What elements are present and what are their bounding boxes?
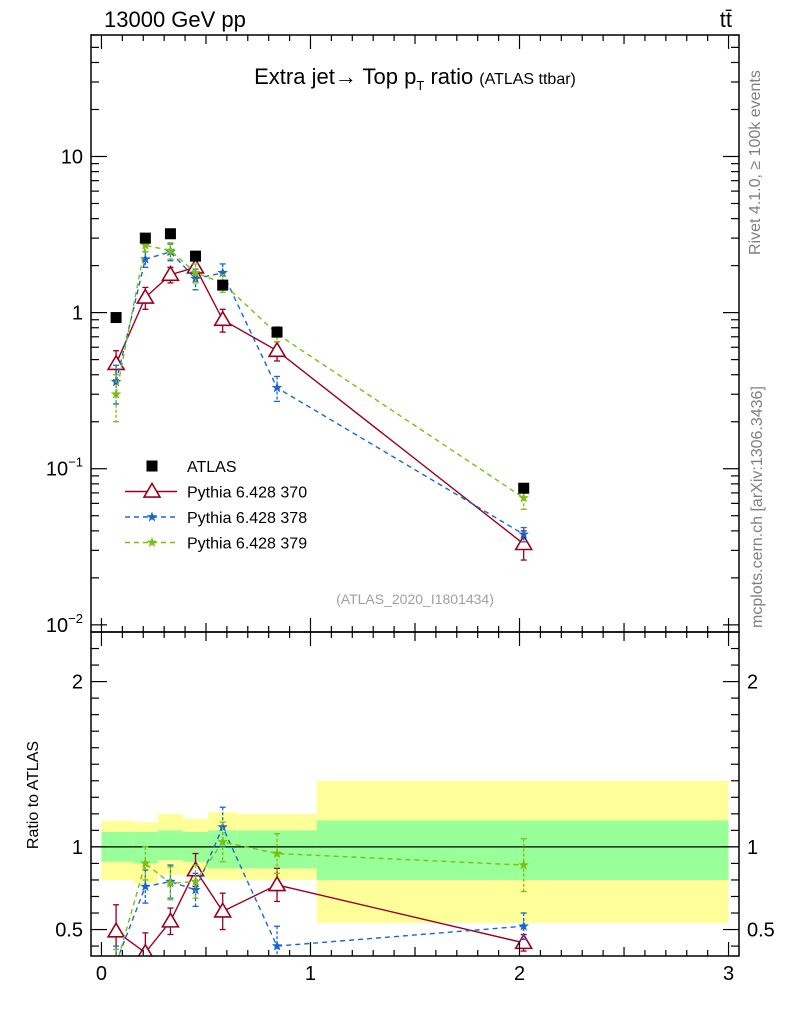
data-point <box>518 859 529 870</box>
x-tick-label: 3 <box>723 963 734 985</box>
legend-label: Pythia 6.428 370 <box>187 485 307 502</box>
mcplots-label: mcplots.cern.ch [arXiv:1306.3436] <box>749 386 766 628</box>
data-point <box>518 920 529 931</box>
data-point <box>213 310 233 327</box>
main-plot-data <box>106 228 534 561</box>
legend-marker <box>142 481 162 498</box>
data-point <box>140 881 151 892</box>
y-tick-label: 10 <box>61 146 83 168</box>
y-tick-label: 10−1 <box>46 455 83 481</box>
series-line <box>115 244 525 499</box>
data-point <box>190 884 201 895</box>
ratio-series <box>106 806 534 970</box>
ratio-y-tick-label-right: 1 <box>747 837 758 859</box>
data-point <box>190 250 202 262</box>
data-point <box>161 911 180 928</box>
data-point <box>135 287 155 304</box>
legend-entry: ATLAS <box>146 459 237 476</box>
uncertainty-band-inner <box>157 830 183 861</box>
ratio-y-tick-label: 0.5 <box>55 920 83 942</box>
data-point <box>164 228 176 240</box>
data-point <box>271 848 283 858</box>
data-point <box>190 267 201 278</box>
uncertainty-band-inner <box>316 820 729 880</box>
legend-label: ATLAS <box>187 459 237 476</box>
series-pythia-6-428-370 <box>106 257 534 561</box>
data-point <box>106 921 126 938</box>
data-point <box>267 341 287 358</box>
data-point <box>111 960 121 970</box>
data-point <box>271 382 283 393</box>
ratio-y-tick-label-right: 0.5 <box>747 920 775 942</box>
ratio-y-axis-label: Ratio to ATLAS <box>25 741 42 849</box>
y-tick-label: 1 <box>72 303 83 325</box>
series-pythia-6-428-378 <box>110 243 529 543</box>
main-plot-panel: 10 1 10−1 10−2 Extra jet→ Top pT ratio (ATLA… <box>46 34 740 637</box>
data-point <box>217 279 229 291</box>
data-point <box>161 265 180 282</box>
data-point <box>190 273 201 284</box>
data-point <box>165 877 176 888</box>
energy-label: 13000 GeV pp <box>104 7 246 32</box>
data-point <box>514 534 534 551</box>
legend: ATLAS Pythia 6.428 370 Pythia 6.428 378 Pyt… <box>125 459 307 553</box>
data-point <box>217 836 228 847</box>
main-plot-title: Extra jet→ Top pT ratio (ATLAS ttbar) <box>254 64 576 93</box>
rivet-version-label: Rivet 4.1.0, ≥ 100k events <box>747 70 764 255</box>
data-point <box>518 482 530 494</box>
legend-entry: Pythia 6.428 378 <box>125 510 307 527</box>
data-point <box>140 253 151 264</box>
x-tick-label: 1 <box>305 963 316 985</box>
series-line <box>115 251 525 535</box>
data-point <box>267 875 287 892</box>
data-point <box>140 239 151 250</box>
analysis-tag: (ATLAS_2020_I1801434) <box>336 591 494 607</box>
y-tick-label: 10−2 <box>46 611 83 637</box>
data-point <box>110 312 122 324</box>
process-label: tt̄ <box>720 7 732 32</box>
legend-entry: Pythia 6.428 370 <box>125 481 307 502</box>
x-tick-label: 2 <box>514 963 525 985</box>
ratio-y-tick-label: 2 <box>72 672 83 694</box>
data-point <box>190 876 201 887</box>
legend-marker <box>146 511 158 522</box>
legend-label: Pythia 6.428 378 <box>187 510 307 527</box>
legend-marker <box>146 460 158 472</box>
data-point <box>271 940 283 951</box>
data-point <box>111 957 121 967</box>
data-point <box>165 244 176 255</box>
legend-entry: Pythia 6.428 379 <box>125 536 307 553</box>
ratio-y-tick-label-right: 2 <box>747 672 758 694</box>
data-point <box>518 492 529 503</box>
data-point <box>217 821 228 832</box>
x-tick-label: 0 <box>96 963 107 985</box>
data-point <box>518 528 529 539</box>
legend-marker <box>146 537 158 547</box>
data-point <box>110 388 122 399</box>
ratio-plot-panel: 0.5 0.5 1 1 2 2 0 1 2 3 Ratio to ATLAS <box>25 631 775 985</box>
ratio-plot-data <box>91 780 739 970</box>
ratio-y-tick-label: 1 <box>72 837 83 859</box>
ratio-series-pythia-6-428-379 <box>111 821 529 970</box>
ratio-plot-axes: 0.5 0.5 1 1 2 2 0 1 2 3 <box>55 632 775 985</box>
data-point <box>213 901 233 918</box>
data-point <box>139 232 151 244</box>
main-plot-axes: 10 1 10−1 10−2 <box>46 34 739 637</box>
data-point <box>140 857 151 868</box>
data-point <box>271 326 283 338</box>
series-atlas <box>110 228 530 494</box>
data-point <box>137 943 153 956</box>
series-line <box>115 266 525 545</box>
legend-label: Pythia 6.428 379 <box>187 536 307 553</box>
data-point <box>217 267 228 278</box>
